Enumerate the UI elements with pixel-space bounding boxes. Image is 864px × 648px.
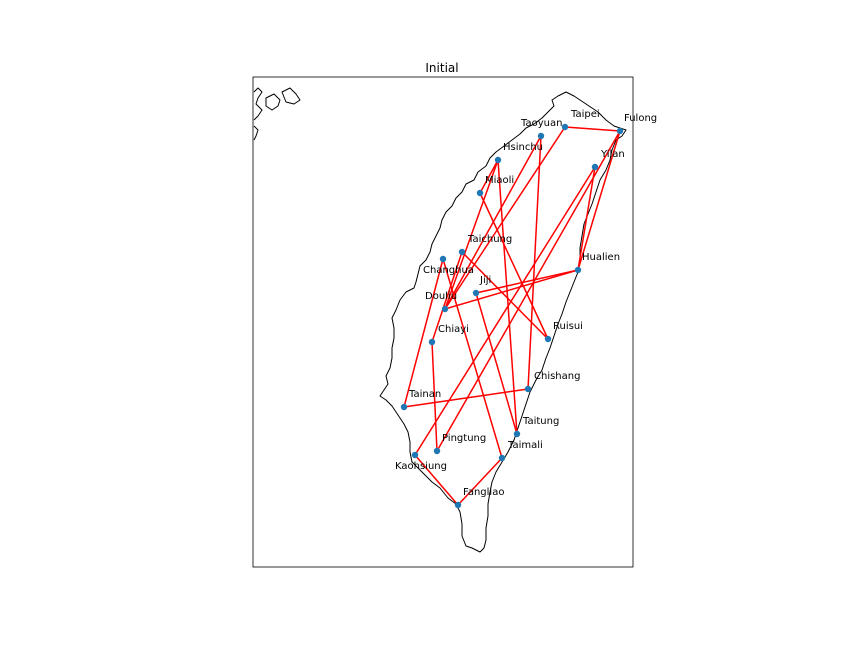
city-label-taimali: Taimali bbox=[507, 440, 543, 451]
route-segment-chishang-tainan bbox=[403, 388, 529, 408]
city-marker-ruisui bbox=[544, 335, 552, 343]
city-label-taitung: Taitung bbox=[522, 416, 559, 427]
taiwan-main-coast bbox=[379, 91, 627, 553]
city-label-jiji: Jiji bbox=[479, 275, 491, 286]
route-segment-tainan-changhua bbox=[403, 258, 444, 408]
route-lines bbox=[403, 126, 621, 506]
route-segment-hualien-douliu bbox=[444, 269, 579, 310]
city-label-chiayi: Chiayi bbox=[438, 324, 469, 335]
city-label-tainan: Tainan bbox=[408, 389, 441, 400]
route-segment-chiayi-taichung bbox=[431, 251, 463, 343]
city-marker-hualien bbox=[574, 266, 582, 274]
map-title: Initial bbox=[425, 61, 458, 75]
route-segment-douliu-hsinchu bbox=[444, 159, 499, 310]
city-label-ruisui: Ruisui bbox=[553, 321, 583, 332]
city-labels: Taipei Fulong Taoyuan Hsinchu Yilan Miaoli Tai… bbox=[395, 109, 657, 498]
route-segment-miaoli-hsinchu bbox=[479, 159, 499, 194]
route-segment-pingtung-chiayi bbox=[431, 341, 438, 452]
city-label-hsinchu: Hsinchu bbox=[503, 142, 543, 153]
city-marker-taichung bbox=[458, 248, 466, 256]
city-marker-taoyuan bbox=[537, 132, 545, 140]
route-segment-fulong-taipei bbox=[564, 126, 621, 132]
city-marker-fangliao bbox=[454, 501, 462, 509]
city-marker-taitung bbox=[513, 430, 521, 438]
city-label-hualien: Hualien bbox=[582, 252, 620, 263]
city-label-yilan: Yilan bbox=[600, 149, 625, 160]
city-label-kaohsiung: Kaohsiung bbox=[395, 461, 447, 472]
city-label-miaoli: Miaoli bbox=[485, 175, 514, 186]
route-segment-fangliao-kaohsiung bbox=[414, 454, 459, 506]
city-marker-taipei bbox=[561, 123, 569, 131]
city-label-changhua: Changhua bbox=[423, 265, 474, 276]
city-label-taipei: Taipei bbox=[570, 109, 600, 120]
city-label-chishang: Chishang bbox=[534, 371, 580, 382]
city-marker-tainan bbox=[400, 403, 408, 411]
route-segment-kaohsiung-yilan bbox=[414, 166, 596, 456]
route-segment-fulong-pingtung bbox=[436, 130, 621, 452]
route-segment-changhua-taimali bbox=[442, 258, 503, 459]
taiwan-coastline bbox=[253, 87, 627, 553]
city-marker-hsinchu bbox=[494, 156, 502, 164]
route-segment-taitung-jiji bbox=[475, 292, 518, 435]
city-marker-jiji bbox=[472, 289, 480, 297]
matsu-islands-coast bbox=[253, 87, 301, 141]
route-segment-taichung-ruisui bbox=[461, 251, 549, 340]
city-label-fangliao: Fangliao bbox=[463, 487, 504, 498]
city-marker-taimali bbox=[498, 454, 506, 462]
city-marker-kaohsiung bbox=[411, 451, 419, 459]
city-markers bbox=[400, 123, 624, 509]
city-marker-changhua bbox=[439, 255, 447, 263]
city-marker-chiayi bbox=[428, 338, 436, 346]
city-label-pingtung: Pingtung bbox=[442, 433, 486, 444]
city-marker-fulong bbox=[616, 127, 624, 135]
route-segment-taipei-douliu bbox=[444, 126, 566, 310]
route-segment-ruisui-miaoli bbox=[479, 192, 549, 340]
map-frame bbox=[252, 76, 634, 568]
city-label-taichung: Taichung bbox=[467, 234, 512, 245]
city-marker-chishang bbox=[524, 385, 532, 393]
city-label-fulong: Fulong bbox=[624, 113, 657, 124]
city-marker-miaoli bbox=[476, 189, 484, 197]
route-segment-hualien-fulong bbox=[577, 130, 621, 271]
route-segment-yilan-hualien bbox=[577, 166, 596, 271]
city-marker-yilan bbox=[591, 163, 599, 171]
city-marker-pingtung bbox=[433, 447, 441, 455]
route-segment-jiji-hualien bbox=[475, 269, 579, 294]
city-marker-douliu bbox=[441, 305, 449, 313]
city-label-douliu: Douliu bbox=[425, 291, 457, 302]
city-label-taoyuan: Taoyuan bbox=[520, 118, 562, 129]
route-segment-taimali-fangliao bbox=[457, 457, 503, 506]
